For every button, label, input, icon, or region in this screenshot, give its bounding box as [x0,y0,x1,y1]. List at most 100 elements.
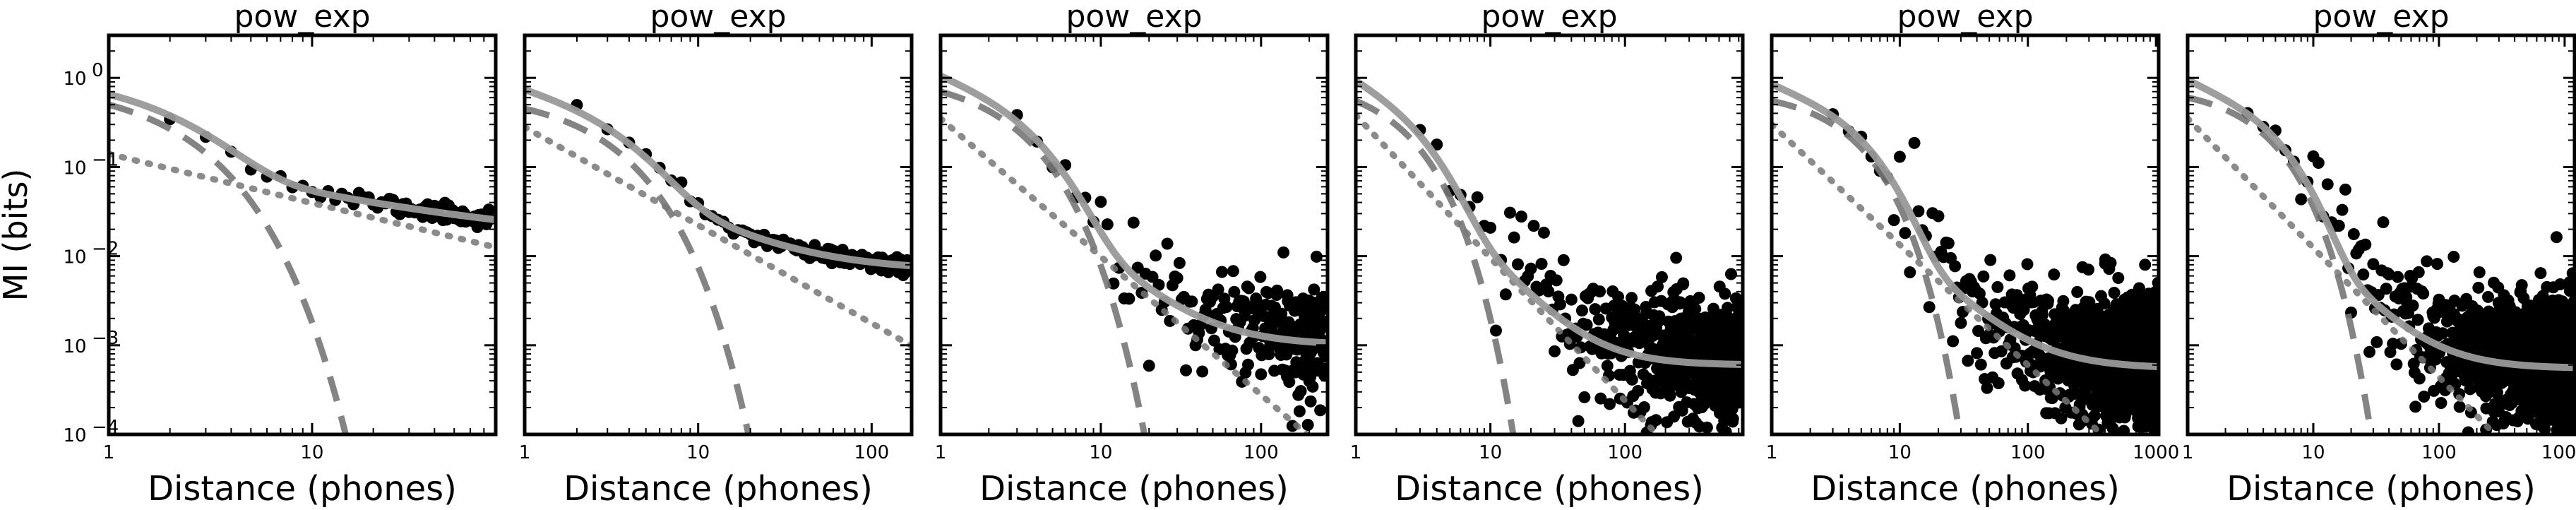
exponential-component-curve [941,88,1148,434]
data-point [1962,355,1974,367]
data-point [1733,396,1743,409]
data-point [1973,287,1986,300]
data-point [2431,258,2444,271]
data-point [1557,254,1570,266]
plot-area [525,86,912,434]
x-axis-label: Distance (phones) [2226,469,2536,509]
axes-frame [1770,33,2161,437]
data-point [2550,231,2563,244]
fit-curve [109,90,496,224]
data-point [2421,255,2433,268]
panel-title: pow_exp [1481,0,1617,35]
x-tick-label: 1000 [2133,442,2179,463]
data-point [1947,335,1960,348]
data-point [1208,334,1220,347]
data-point [2332,220,2345,232]
data-point [1549,345,1561,357]
power-law-component-curve [109,150,496,251]
data-point [2036,309,2049,321]
data-point [1527,220,1540,232]
y-tick-exponent: −4 [92,417,119,438]
data-point [1277,246,1290,259]
data-point [1719,426,1732,434]
plot-area [1356,78,1743,434]
data-point [1215,266,1228,278]
x-tick-label: 1 [935,442,947,463]
data-point [2473,266,2486,278]
data-point [1650,414,1662,427]
data-point [2057,295,2070,307]
panel-4: 1 10 100 pow_exp Distance (phones) [1350,0,1745,509]
data-point [1525,262,1537,275]
data-point [2407,300,2419,312]
data-point [1263,348,1275,361]
data-point [1991,280,2004,293]
data-point [1732,298,1743,311]
data-point [1674,296,1686,309]
data-point [1727,413,1739,425]
x-tick-label: 1 [1766,442,1778,463]
data-point [1626,373,1638,386]
data-point [2390,358,2403,371]
data-point [2003,269,2016,282]
data-point [2377,216,2390,229]
data-point [1632,384,1645,397]
data-point [1923,301,1936,314]
fit-curve [1356,78,1743,368]
data-point [1592,313,1605,326]
data-point [1294,385,1307,398]
data-point [2566,284,2575,297]
fit-curve [1772,81,2159,371]
data-point [1677,277,1690,290]
data-point [1228,285,1241,298]
x-tick-label: 10 [686,442,710,463]
data-point [2088,409,2101,422]
data-point [2409,401,2422,413]
y-tick-label: 10 [63,69,86,90]
data-point [2347,227,2360,240]
data-point [1171,272,1183,285]
x-tick-label: 1 [2182,442,2194,463]
data-point [1573,357,1586,369]
data-point [1220,301,1233,314]
data-point [2336,203,2349,216]
plot-area [109,90,496,434]
data-point [1127,216,1140,229]
data-point [2098,297,2111,310]
data-point [2048,268,2061,281]
data-point [2447,251,2460,263]
data-point [1255,368,1268,381]
data-point [1123,292,1135,305]
data-point [2464,383,2476,396]
data-point [1652,280,1664,293]
data-point [1700,421,1713,434]
data-point [1971,347,1984,360]
axes-frame [2186,33,2576,437]
axes-frame [938,33,1330,437]
plot-area [941,72,1328,434]
data-point [2108,286,2121,299]
data-point [1580,319,1593,331]
panel-title: pow_exp [2313,0,2449,35]
data-point [1431,138,1443,151]
x-tick-label: 10 [1089,442,1112,463]
power-law-component-curve [1356,112,1662,434]
x-tick-label: 100 [2010,442,2046,463]
x-tick-label: 10 [1888,442,1912,463]
data-point [1589,303,1602,316]
data-point [2104,256,2117,269]
data-point [1995,345,2008,357]
data-point [2482,290,2495,303]
data-point [2026,280,2039,293]
x-tick-label: 1 [519,442,531,463]
data-point [1908,136,1921,149]
plot-area [1772,81,2159,434]
data-point [2371,336,2383,348]
panel-title: pow_exp [650,0,786,35]
y-tick-label: 10 [63,247,86,268]
data-point [2363,345,2376,358]
data-point [2536,290,2549,302]
data-point [1655,271,1668,283]
data-point [1981,381,1993,394]
